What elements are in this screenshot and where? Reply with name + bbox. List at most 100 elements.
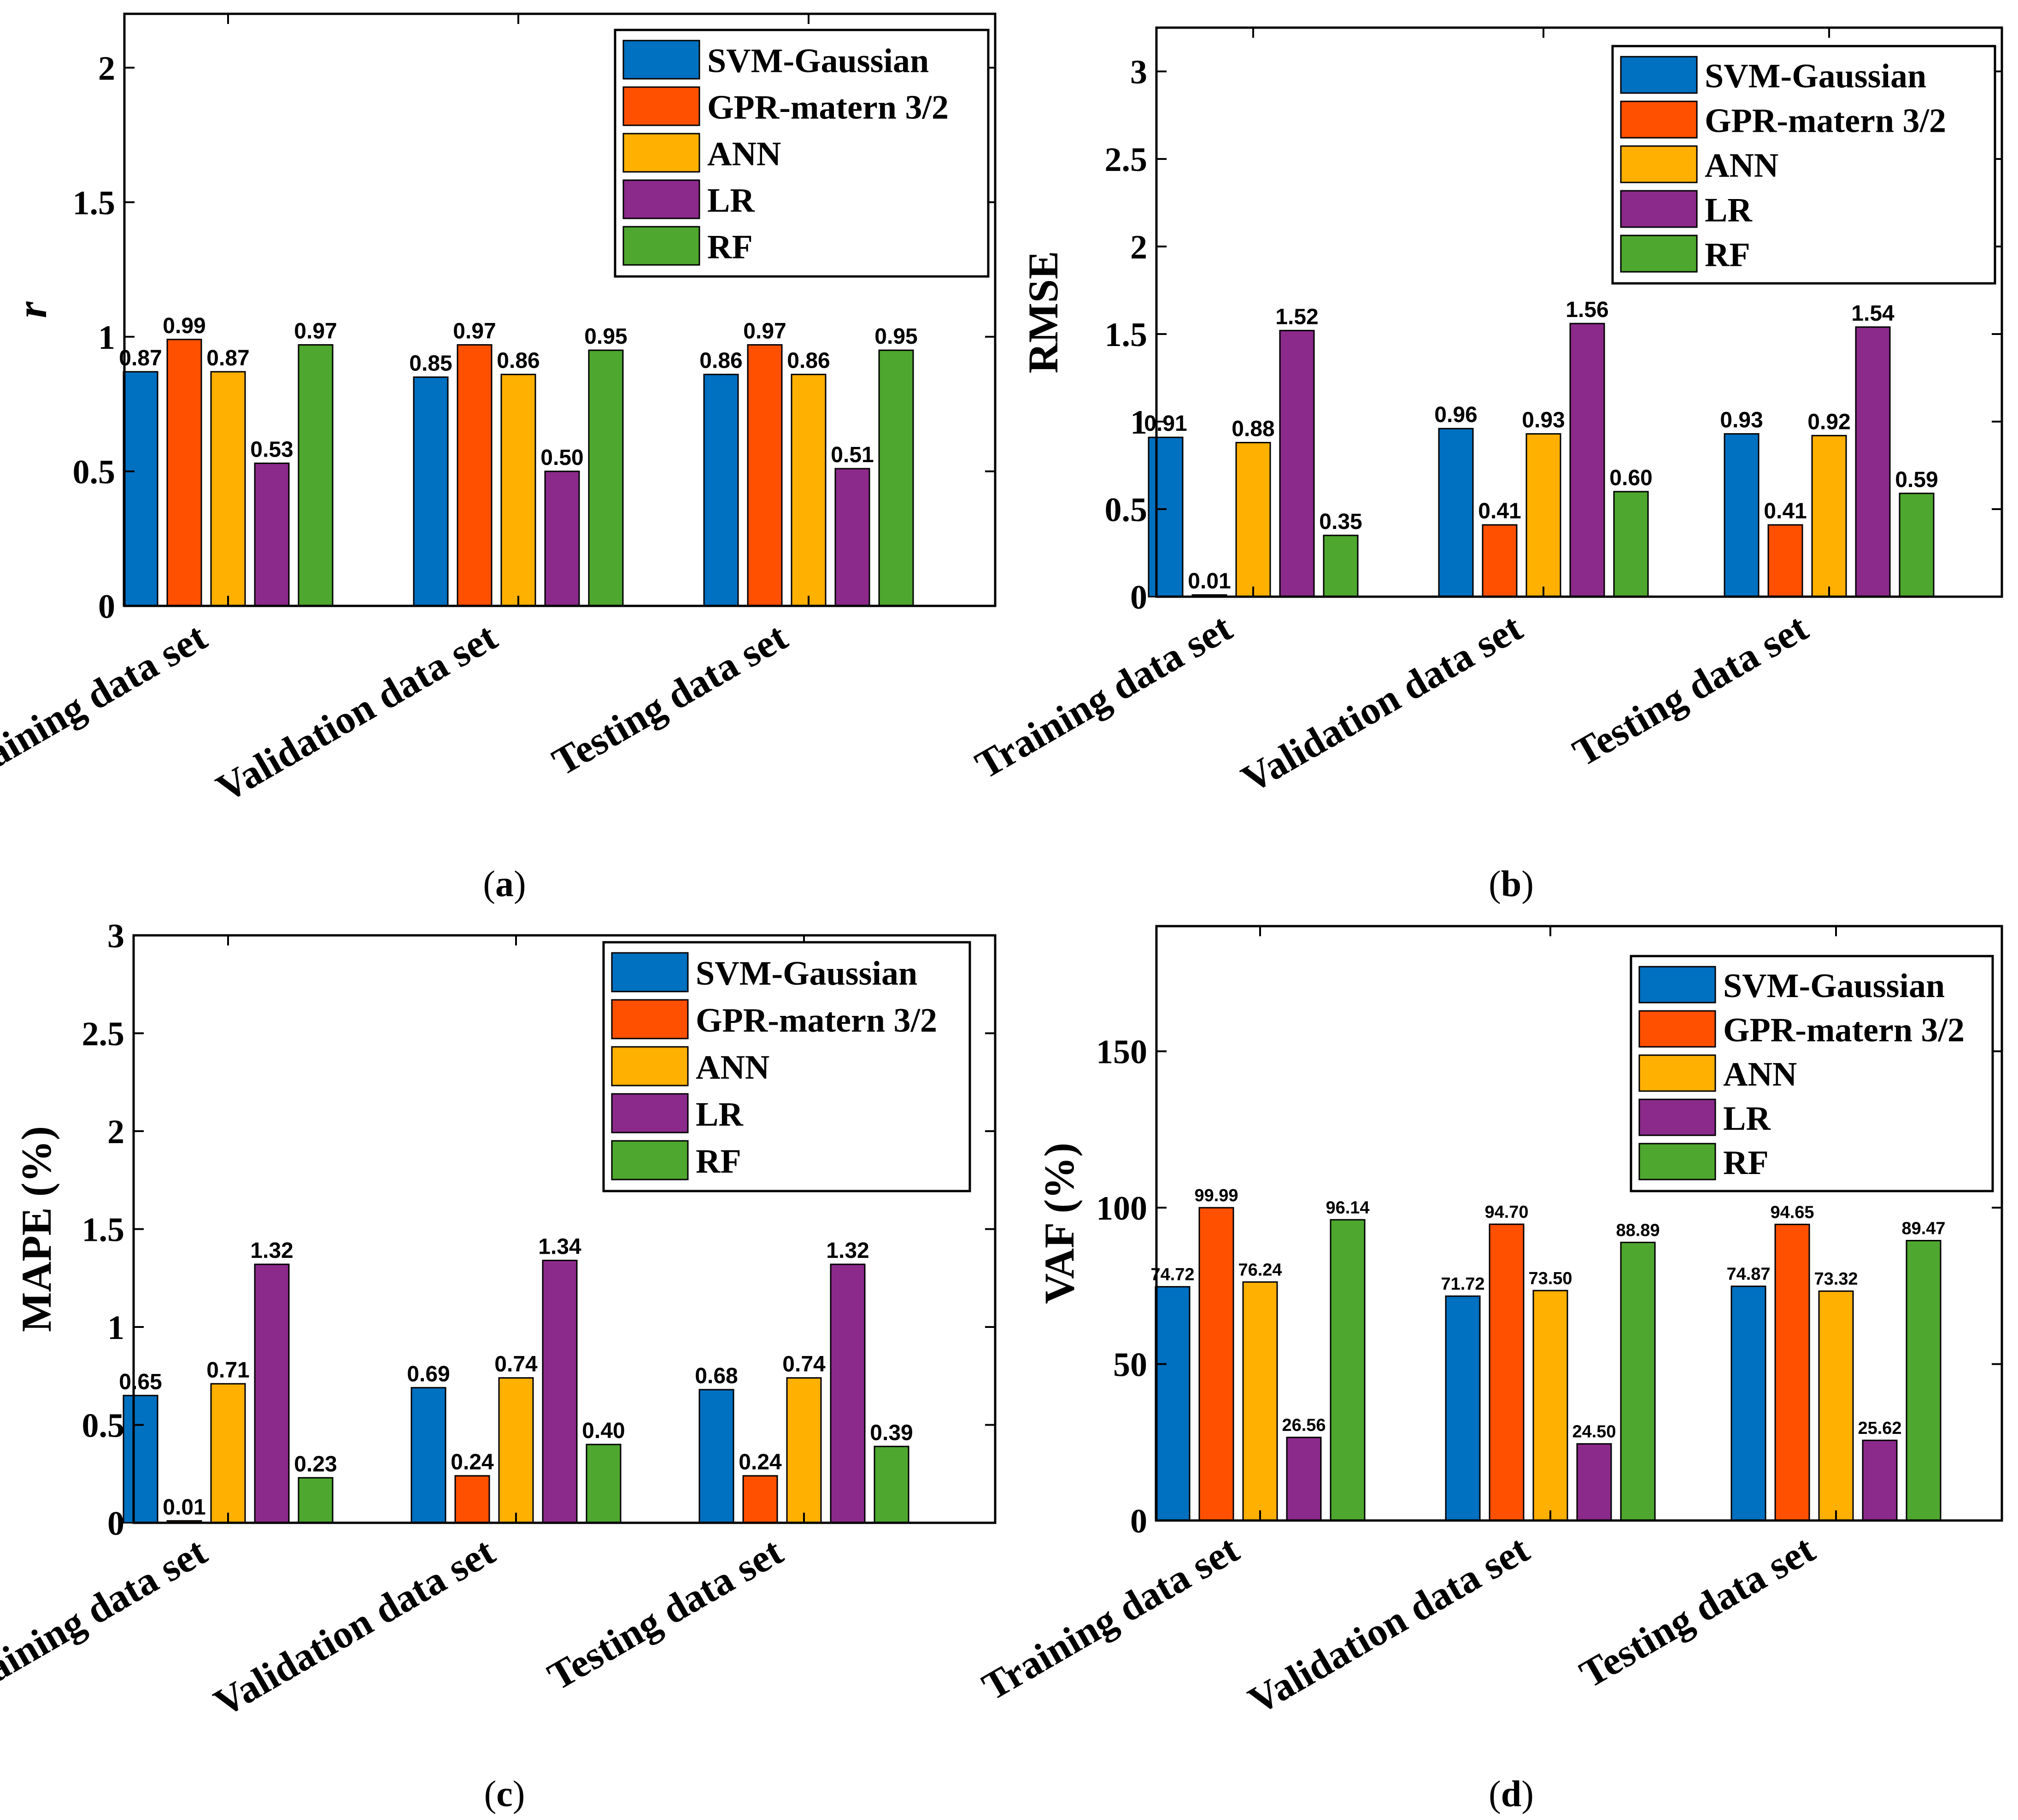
y-axis-label-c: MAPE (%) [13, 1126, 60, 1332]
legend-label-d-1: GPR-matern 3/2 [1723, 1011, 1965, 1049]
legend-swatch-a-2 [622, 133, 700, 173]
legend-swatch-a-0 [622, 40, 700, 80]
category-label-d-1: Validation data set [1241, 1526, 1536, 1723]
data-label-c-0-4: 0.23 [294, 1452, 337, 1476]
panel-label-a: (a) [483, 864, 526, 904]
data-label-d-1-2: 73.50 [1528, 1269, 1572, 1288]
category-label-b-0: Training data set [968, 605, 1239, 787]
data-label-b-2-3: 1.54 [1851, 301, 1895, 326]
panel-label-b: (b) [1489, 864, 1534, 904]
bar-b-2-3 [1855, 326, 1891, 598]
legend-swatch-b-1 [1620, 100, 1698, 139]
legend-swatch-c-4 [611, 1140, 689, 1180]
legend-label-b-0: SVM-Gaussian [1705, 58, 1926, 95]
data-label-a-0-1: 0.99 [163, 314, 205, 338]
bar-c-1-3 [542, 1260, 578, 1524]
bar-a-2-0 [703, 374, 739, 607]
legend-swatch-c-2 [611, 1046, 689, 1086]
data-label-a-0-2: 0.87 [206, 346, 249, 370]
legend-swatch-d-2 [1638, 1054, 1716, 1092]
data-label-a-2-4: 0.95 [874, 324, 917, 349]
data-label-c-0-2: 0.71 [206, 1358, 249, 1382]
data-label-c-0-1: 0.01 [163, 1495, 205, 1520]
data-label-b-0-1: 0.01 [1188, 569, 1231, 593]
data-label-b-0-0: 0.91 [1144, 411, 1187, 436]
data-label-c-2-2: 0.74 [782, 1352, 826, 1377]
panel-label-c: (c) [484, 1774, 525, 1814]
data-label-d-2-2: 73.32 [1814, 1269, 1858, 1289]
legend-d: SVM-Gaussian GPR-matern 3/2 ANN LR RF [1630, 955, 1994, 1192]
ytick-label-a-2: 1 [98, 319, 115, 357]
bar-c-1-2 [498, 1377, 534, 1524]
data-label-a-1-1: 0.97 [453, 319, 496, 343]
category-label-a-1: Validation data set [209, 614, 504, 810]
data-label-d-2-0: 74.87 [1726, 1265, 1770, 1284]
category-label-d-2: Testing data set [1572, 1526, 1822, 1696]
bar-a-1-2 [500, 374, 536, 607]
bar-c-0-3 [254, 1263, 290, 1524]
legend-swatch-b-2 [1620, 145, 1698, 183]
ytick-label-a-0: 0 [98, 588, 115, 626]
bar-a-0-0 [123, 371, 158, 607]
legend-c: SVM-Gaussian GPR-matern 3/2 ANN LR RF [602, 941, 971, 1192]
bar-d-1-1 [1489, 1223, 1525, 1521]
category-label-d-0: Training data set [975, 1526, 1246, 1708]
chart-panel-d: 74.72 71.72 74.87 99.99 94.70 94.65 76.24 73.50… [975, 925, 2003, 1814]
data-label-d-1-0: 71.72 [1441, 1274, 1484, 1294]
bar-c-1-1 [454, 1475, 490, 1524]
category-label-a-2: Testing data set [545, 614, 795, 784]
data-label-a-0-3: 0.53 [250, 437, 293, 462]
data-label-b-1-4: 0.60 [1609, 466, 1652, 490]
data-label-b-2-1: 0.41 [1764, 499, 1807, 523]
data-label-d-0-4: 96.14 [1326, 1198, 1369, 1217]
data-label-a-2-1: 0.97 [743, 319, 786, 343]
legend-swatch-a-3 [622, 179, 700, 219]
legend-b: SVM-Gaussian GPR-matern 3/2 ANN LR RF [1611, 45, 1996, 285]
category-label-b-2: Testing data set [1566, 605, 1815, 775]
bar-a-1-4 [588, 349, 624, 607]
data-label-a-2-3: 0.51 [831, 443, 874, 467]
legend-label-a-3: LR [707, 182, 755, 220]
legend-label-a-4: RF [707, 229, 753, 266]
legend-label-a-1: GPR-matern 3/2 [707, 89, 949, 127]
bar-c-2-3 [830, 1263, 866, 1524]
y-axis-label-a: r [8, 301, 55, 318]
bar-a-2-3 [834, 468, 870, 607]
legend-swatch-c-1 [611, 999, 689, 1039]
data-label-b-2-2: 0.92 [1807, 410, 1850, 434]
legend-label-b-1: GPR-matern 3/2 [1705, 102, 1946, 140]
legend-swatch-a-4 [622, 226, 700, 266]
chart-panel-c: 0.65 0.69 0.68 0.01 0.24 0.24 0.71 0.74 0.74 1.32… [0, 917, 997, 1814]
legend-a: SVM-Gaussian GPR-matern 3/2 ANN LR RF [614, 29, 990, 278]
data-label-a-2-0: 0.86 [699, 349, 742, 373]
ytick-label-d-2: 100 [1096, 1190, 1147, 1227]
data-label-c-1-2: 0.74 [494, 1352, 538, 1377]
data-label-d-2-1: 94.65 [1770, 1203, 1814, 1222]
category-label-b-1: Validation data set [1234, 605, 1529, 801]
bar-a-0-2 [210, 371, 246, 607]
bar-a-2-4 [878, 349, 914, 607]
data-label-d-1-1: 94.70 [1484, 1203, 1528, 1222]
ytick-label-c-1: 0.5 [82, 1407, 125, 1445]
bar-b-2-1 [1767, 524, 1803, 598]
legend-label-c-2: ANN [696, 1049, 769, 1086]
y-axis-label-b: RMSE [1020, 251, 1067, 374]
legend-label-b-2: ANN [1705, 147, 1778, 185]
bar-c-1-4 [586, 1444, 622, 1524]
data-label-c-1-4: 0.40 [582, 1419, 625, 1443]
legend-swatch-c-3 [611, 1093, 689, 1133]
ytick-label-b-5: 2.5 [1105, 141, 1148, 179]
legend-label-a-0: SVM-Gaussian [707, 42, 929, 80]
data-label-d-1-4: 88.89 [1616, 1221, 1660, 1240]
chart-panel-b: 0.91 0.96 0.930.010.41 0.410.88 0.93 0.921.52… [968, 26, 2003, 904]
data-label-a-2-2: 0.86 [787, 349, 830, 373]
bar-b-1-3 [1569, 323, 1605, 598]
ytick-label-a-3: 1.5 [73, 184, 116, 222]
ytick-label-c-3: 1.5 [82, 1211, 125, 1249]
bar-a-1-1 [457, 344, 493, 607]
data-label-b-0-3: 1.52 [1275, 305, 1318, 329]
data-label-d-0-2: 76.24 [1238, 1260, 1282, 1280]
bar-b-0-3 [1279, 329, 1315, 598]
legend-label-c-4: RF [696, 1143, 741, 1180]
